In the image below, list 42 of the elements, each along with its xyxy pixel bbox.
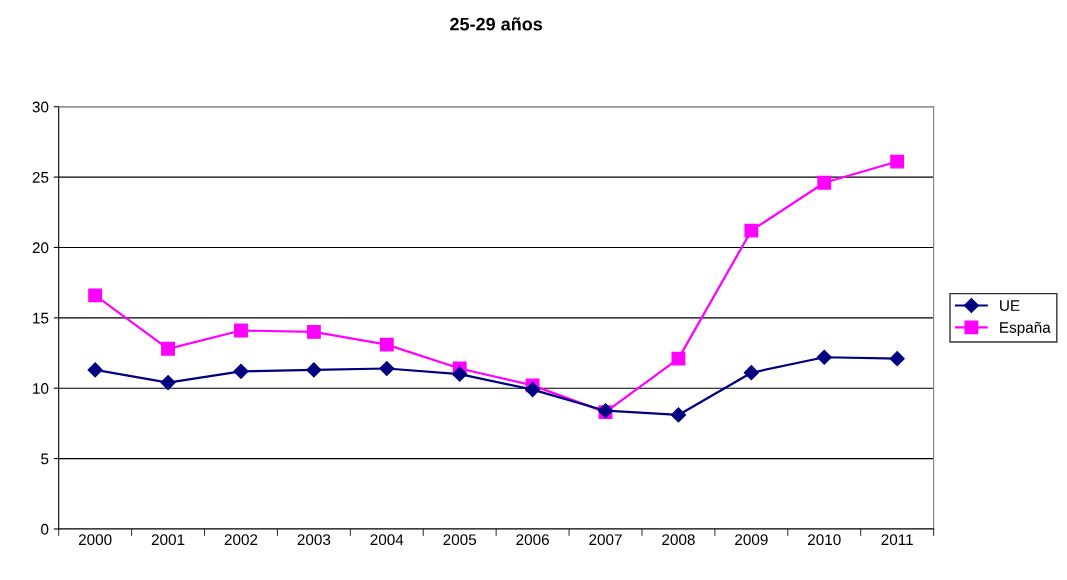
point xyxy=(234,323,248,338)
point xyxy=(161,341,175,356)
x-tick-label: 2002 xyxy=(224,534,258,546)
point xyxy=(525,382,541,398)
point xyxy=(890,154,905,169)
x-tick-label: 2003 xyxy=(297,534,331,546)
y-tick-label: 25 xyxy=(32,171,49,183)
legend-label: España xyxy=(1000,321,1051,336)
point xyxy=(816,349,832,365)
x-tick-label: 2001 xyxy=(151,534,185,546)
point xyxy=(306,362,322,378)
y-tick-label: 10 xyxy=(33,383,49,394)
legend-label: UE xyxy=(1000,300,1020,311)
point xyxy=(744,223,759,238)
x-tick-label: 2011 xyxy=(881,534,913,546)
point xyxy=(889,351,905,367)
y-tick-label: 30 xyxy=(32,101,49,113)
y-tick-label: 0 xyxy=(41,523,49,535)
point xyxy=(452,366,468,382)
y-tick-label: 15 xyxy=(33,312,49,324)
chart-title: 25-29 años xyxy=(450,17,543,31)
y-tick-label: 5 xyxy=(41,453,49,465)
x-tick-label: 2007 xyxy=(589,534,622,546)
x-tick-label: 2008 xyxy=(662,534,695,546)
x-tick-label: 2010 xyxy=(808,534,841,546)
x-tick-label: 2004 xyxy=(370,534,404,546)
point xyxy=(671,351,686,366)
x-tick-label: 2006 xyxy=(516,534,549,546)
point xyxy=(160,375,176,391)
point xyxy=(743,365,759,381)
point xyxy=(817,175,832,190)
x-tick-label: 2005 xyxy=(443,534,477,546)
point xyxy=(379,360,395,377)
point xyxy=(670,407,687,423)
y-tick-label: 20 xyxy=(32,242,49,254)
point xyxy=(88,288,103,303)
point xyxy=(87,362,103,378)
point xyxy=(306,324,321,339)
point xyxy=(379,337,394,352)
x-tick-label: 2009 xyxy=(735,534,768,546)
x-tick-label: 2000 xyxy=(78,534,112,546)
point xyxy=(233,363,249,379)
